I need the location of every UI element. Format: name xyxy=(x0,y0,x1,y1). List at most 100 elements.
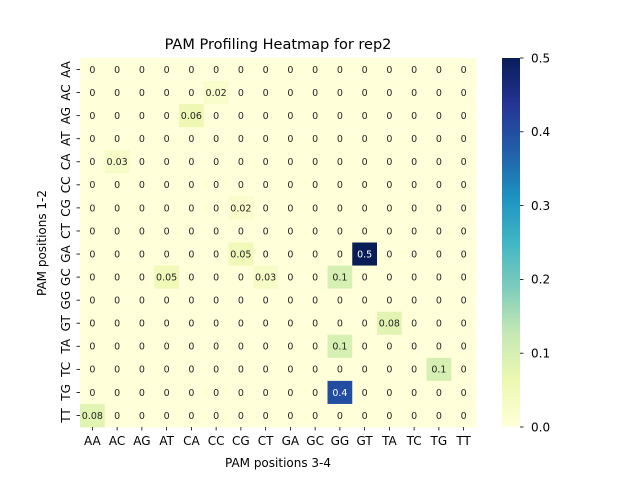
cell-value-label: 0 xyxy=(287,88,293,99)
heatmap-cell-AC-GT xyxy=(352,81,378,105)
cell-value-label: 0 xyxy=(263,157,269,168)
heatmap-cell-AG-CA xyxy=(179,104,205,128)
cell-value-label: 0.03 xyxy=(255,272,276,283)
cell-value-label: 0 xyxy=(263,388,269,399)
heatmap-cell-AG-AC xyxy=(104,104,130,128)
cell-value-label: 0 xyxy=(213,411,219,422)
y-tick-label: CT xyxy=(59,222,73,238)
heatmap-cell-AT-GG xyxy=(327,127,353,151)
cell-value-label: 0 xyxy=(337,203,343,214)
cell-value-label: 0 xyxy=(188,319,194,330)
cell-value-label: 0 xyxy=(164,111,170,122)
heatmap-cell-CT-GA xyxy=(278,219,304,243)
cell-value-label: 0 xyxy=(436,134,442,145)
cell-value-label: 0 xyxy=(164,180,170,191)
x-tick-label: AC xyxy=(109,434,125,448)
heatmap-cell-TA-CT xyxy=(253,334,279,359)
y-tick-label: CC xyxy=(59,176,73,193)
cell-value-label: 0 xyxy=(238,157,244,168)
y-tick-label: AG xyxy=(59,107,73,124)
cell-value-label: 0 xyxy=(386,88,392,99)
cell-value-label: 0 xyxy=(337,365,343,376)
heatmap-cell-GT-AT xyxy=(154,311,180,336)
cell-value-label: 0 xyxy=(213,272,219,283)
cell-value-label: 0 xyxy=(263,111,269,122)
cell-value-label: 0 xyxy=(89,365,95,376)
heatmap-cell-GT-CG xyxy=(228,311,254,336)
cell-value-label: 0 xyxy=(164,388,170,399)
cell-value-label: 0 xyxy=(263,226,269,237)
heatmap-cell-CG-GT xyxy=(352,196,378,220)
cell-value-label: 0 xyxy=(461,180,467,191)
cell-value-label: 0 xyxy=(337,180,343,191)
cell-value-label: 0 xyxy=(386,111,392,122)
cell-value-label: 0 xyxy=(213,157,219,168)
heatmap-cell-TA-GC xyxy=(302,334,328,359)
cell-value-label: 0 xyxy=(213,365,219,376)
cell-value-label: 0 xyxy=(436,111,442,122)
heatmap-cell-CG-GC xyxy=(302,196,328,220)
heatmap-cell-GT-GC xyxy=(302,311,328,336)
cell-value-label: 0 xyxy=(114,272,120,283)
cell-value-label: 0.03 xyxy=(107,157,128,168)
heatmap-cell-AT-AG xyxy=(129,127,155,151)
cell-value-label: 0 xyxy=(139,88,145,99)
heatmap-cell-TC-AA xyxy=(80,357,106,382)
heatmap-cell-CC-TA xyxy=(377,173,403,197)
colorbar-tick-label: 0.0 xyxy=(531,420,550,434)
cell-value-label: 0 xyxy=(362,157,368,168)
heatmap-cell-TA-TG xyxy=(426,334,452,359)
heatmap-cell-GG-CC xyxy=(203,288,229,313)
heatmap-cell-TA-AT xyxy=(154,334,180,359)
heatmap-cell-TG-CG xyxy=(228,380,254,405)
cell-value-label: 0 xyxy=(213,180,219,191)
heatmap-cell-AC-AT xyxy=(154,81,180,105)
heatmap-cell-GA-TA xyxy=(377,242,403,266)
heatmap-cell-CC-GT xyxy=(352,173,378,197)
cell-value-label: 0 xyxy=(312,319,318,330)
heatmap-cell-TA-AG xyxy=(129,334,155,359)
x-tick-label: TT xyxy=(455,434,471,448)
cell-value-label: 0.1 xyxy=(431,365,446,376)
heatmap-cell-GG-CG xyxy=(228,288,254,313)
cell-value-label: 0 xyxy=(238,319,244,330)
cell-value-label: 0 xyxy=(386,226,392,237)
cell-value-label: 0 xyxy=(188,226,194,237)
heatmap-cell-GA-TC xyxy=(401,242,427,266)
heatmap-cell-CT-GG xyxy=(327,219,353,243)
heatmap-cell-AT-AC xyxy=(104,127,130,151)
heatmap-cell-CG-TC xyxy=(401,196,427,220)
cell-value-label: 0 xyxy=(461,157,467,168)
heatmap-cell-AG-TA xyxy=(377,104,403,128)
cell-value-label: 0 xyxy=(188,296,194,307)
cell-value-label: 0 xyxy=(362,296,368,307)
cell-value-label: 0 xyxy=(362,88,368,99)
heatmap-cell-GG-TC xyxy=(401,288,427,313)
heatmap-cell-GC-CA xyxy=(179,265,205,290)
heatmap-cell-AA-CC xyxy=(203,58,229,82)
heatmap-cell-CA-TT xyxy=(451,150,477,174)
heatmap-cell-GA-AC xyxy=(104,242,130,266)
cell-value-label: 0 xyxy=(287,249,293,260)
cell-value-label: 0 xyxy=(386,180,392,191)
cell-value-label: 0 xyxy=(188,65,194,76)
cell-value-label: 0 xyxy=(164,411,170,422)
heatmap-cell-CA-GG xyxy=(327,150,353,174)
cell-value-label: 0 xyxy=(287,319,293,330)
heatmap-cell-TA-AC xyxy=(104,334,130,359)
heatmap-cell-TG-GG xyxy=(327,380,353,405)
heatmap-cell-TC-TG xyxy=(426,357,452,382)
cell-value-label: 0 xyxy=(164,365,170,376)
cell-value-label: 0 xyxy=(114,249,120,260)
cell-value-label: 0 xyxy=(89,134,95,145)
cell-value-label: 0 xyxy=(337,134,343,145)
heatmap-cell-TG-CC xyxy=(203,380,229,405)
cell-value-label: 0 xyxy=(238,388,244,399)
cell-value-label: 0 xyxy=(436,180,442,191)
heatmap-cell-TC-TT xyxy=(451,357,477,382)
cell-value-label: 0.05 xyxy=(156,272,177,283)
heatmap-cell-GA-GT xyxy=(352,242,378,266)
cell-value-label: 0 xyxy=(411,157,417,168)
heatmap-cell-TC-GA xyxy=(278,357,304,382)
cell-value-label: 0 xyxy=(461,249,467,260)
